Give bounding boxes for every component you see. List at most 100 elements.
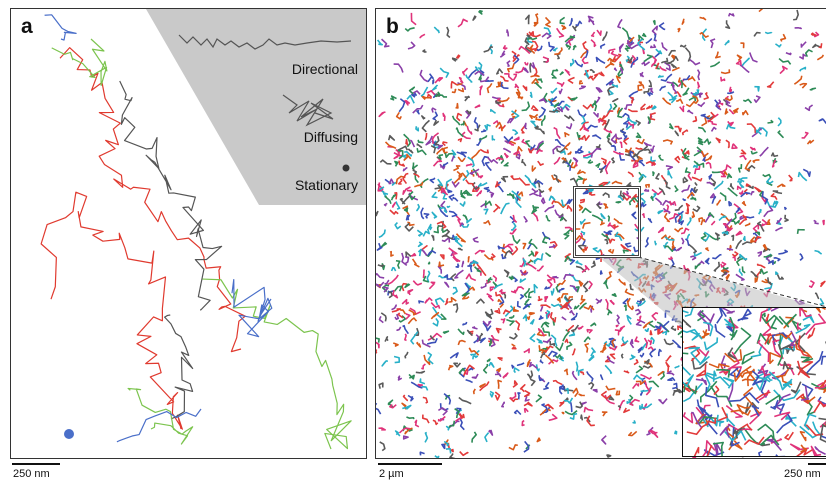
track-segment (550, 73, 557, 79)
track-segment (475, 334, 481, 343)
track-segment (575, 20, 583, 27)
track-segment (733, 365, 752, 382)
track-segment (643, 54, 653, 63)
track-segment (590, 39, 597, 48)
track-segment (655, 62, 660, 70)
track-segment (629, 398, 640, 407)
track-segment (407, 289, 414, 296)
track-segment (561, 24, 567, 31)
track-segment (784, 431, 794, 441)
track-segment (529, 192, 539, 197)
track-segment (407, 394, 414, 402)
track-segment (454, 239, 463, 248)
track-segment (408, 86, 416, 95)
track-segment (612, 224, 619, 229)
track-segment (657, 209, 664, 215)
track-segment (762, 244, 768, 251)
track-segment (773, 257, 781, 262)
track-segment (619, 141, 623, 149)
track-segment (788, 174, 793, 182)
track-segment (750, 190, 755, 196)
track-segment (424, 297, 433, 304)
track-segment (777, 117, 782, 127)
track-segment (808, 279, 815, 288)
track-segment (679, 105, 685, 113)
track-segment (455, 127, 464, 138)
track-segment (478, 135, 488, 141)
track-segment (418, 300, 425, 304)
track-segment (451, 180, 460, 188)
track-segment (592, 247, 602, 253)
track-segment (714, 323, 726, 338)
track-segment (424, 431, 429, 443)
track-segment (590, 260, 596, 269)
track-segment (677, 27, 681, 33)
track-segment (598, 181, 609, 187)
track-segment (442, 112, 446, 121)
track-segment (588, 354, 595, 362)
track-segment (661, 42, 668, 52)
track-gray-lower (164, 314, 194, 420)
track-segment (796, 448, 814, 456)
track-segment (674, 125, 682, 133)
track-segment (758, 9, 763, 13)
track-segment (395, 175, 406, 185)
track-segment (433, 119, 440, 126)
track-segment (602, 192, 610, 198)
track-segment (590, 322, 597, 327)
track-segment (575, 260, 583, 266)
track-segment (575, 286, 580, 293)
track-segment (784, 206, 787, 211)
track-segment (447, 420, 456, 430)
track-segment (512, 73, 518, 82)
track-segment (641, 32, 647, 38)
track-segment (451, 88, 457, 94)
track-segment (533, 283, 539, 294)
track-segment (710, 385, 733, 408)
track-segment (445, 178, 453, 190)
track-segment (534, 125, 540, 129)
track-segment (590, 31, 596, 38)
track-segment (617, 107, 624, 119)
track-segment (376, 349, 378, 355)
track-segment (777, 343, 795, 352)
track-segment (637, 38, 646, 51)
track-segment (681, 129, 689, 136)
track-segment (380, 312, 387, 322)
track-segment (461, 260, 465, 268)
legend-background (146, 9, 366, 205)
track-segment (554, 342, 564, 352)
track-segment (663, 338, 674, 346)
track-segment (495, 291, 503, 299)
track-segment (420, 86, 429, 97)
track-segment (497, 96, 510, 103)
track-segment (720, 269, 730, 273)
track-segment (738, 190, 744, 195)
track-segment (404, 333, 407, 342)
track-segment (668, 213, 679, 221)
track-segment (510, 392, 517, 400)
track-segment (610, 50, 619, 57)
track-segment (706, 444, 713, 456)
legend-stationary-dot (342, 164, 350, 172)
track-segment (412, 280, 423, 286)
track-segment (756, 332, 770, 345)
track-segment (379, 441, 386, 452)
track-segment (471, 373, 479, 379)
track-segment (393, 285, 403, 292)
track-segment (618, 43, 624, 53)
track-segment (719, 170, 727, 178)
track-segment (739, 154, 747, 161)
track-segment (746, 123, 757, 134)
track-segment (775, 271, 779, 276)
track-segment (619, 190, 626, 199)
track-segment (662, 207, 671, 215)
track-segment (507, 139, 515, 147)
track-segment (480, 129, 487, 133)
track-segment (459, 201, 466, 207)
track-segment (689, 330, 701, 341)
track-segment (771, 159, 777, 168)
track-segment (728, 200, 733, 207)
track-segment (603, 203, 609, 210)
